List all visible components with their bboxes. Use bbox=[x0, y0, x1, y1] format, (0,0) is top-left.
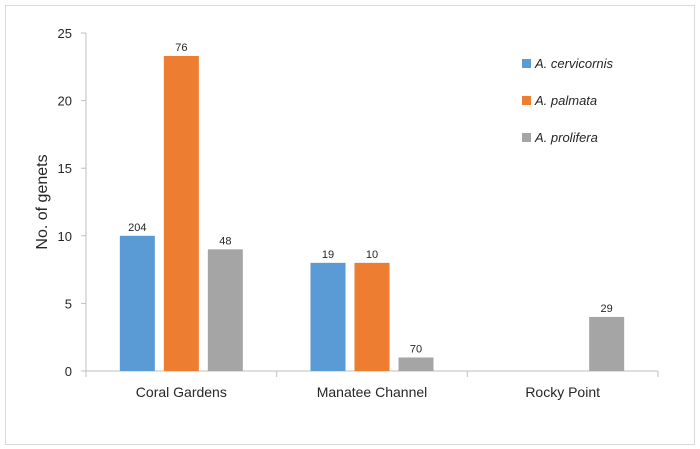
x-tick-label: Rocky Point bbox=[525, 384, 600, 400]
data-label: 70 bbox=[410, 343, 422, 355]
bar bbox=[119, 235, 155, 371]
y-tick-label: 5 bbox=[65, 296, 72, 311]
chart-area bbox=[5, 5, 695, 445]
bar bbox=[354, 262, 390, 371]
y-axis-title: No. of genets bbox=[34, 154, 51, 249]
bar bbox=[207, 249, 243, 371]
bar bbox=[398, 357, 434, 371]
legend-swatch bbox=[522, 96, 531, 105]
bar bbox=[589, 316, 625, 371]
data-label: 19 bbox=[322, 249, 334, 261]
y-tick-label: 15 bbox=[58, 161, 72, 176]
bar bbox=[310, 262, 346, 371]
data-label: 10 bbox=[366, 249, 378, 261]
legend-swatch bbox=[522, 133, 531, 142]
x-tick-label: Coral Gardens bbox=[136, 384, 227, 400]
y-tick-label: 25 bbox=[58, 26, 72, 41]
legend-label: A. prolifera bbox=[534, 130, 598, 145]
legend-label: A. palmata bbox=[534, 93, 597, 108]
bar bbox=[163, 55, 199, 371]
legend-label: A. cervicornis bbox=[534, 56, 614, 71]
data-label: 204 bbox=[128, 222, 146, 234]
x-tick-label: Manatee Channel bbox=[317, 384, 428, 400]
y-tick-label: 0 bbox=[65, 364, 72, 379]
data-label: 48 bbox=[219, 235, 231, 247]
data-label: 76 bbox=[175, 42, 187, 54]
legend-swatch bbox=[522, 59, 531, 68]
data-label: 29 bbox=[601, 303, 613, 315]
y-tick-label: 10 bbox=[58, 229, 72, 244]
y-tick-label: 20 bbox=[58, 94, 72, 109]
